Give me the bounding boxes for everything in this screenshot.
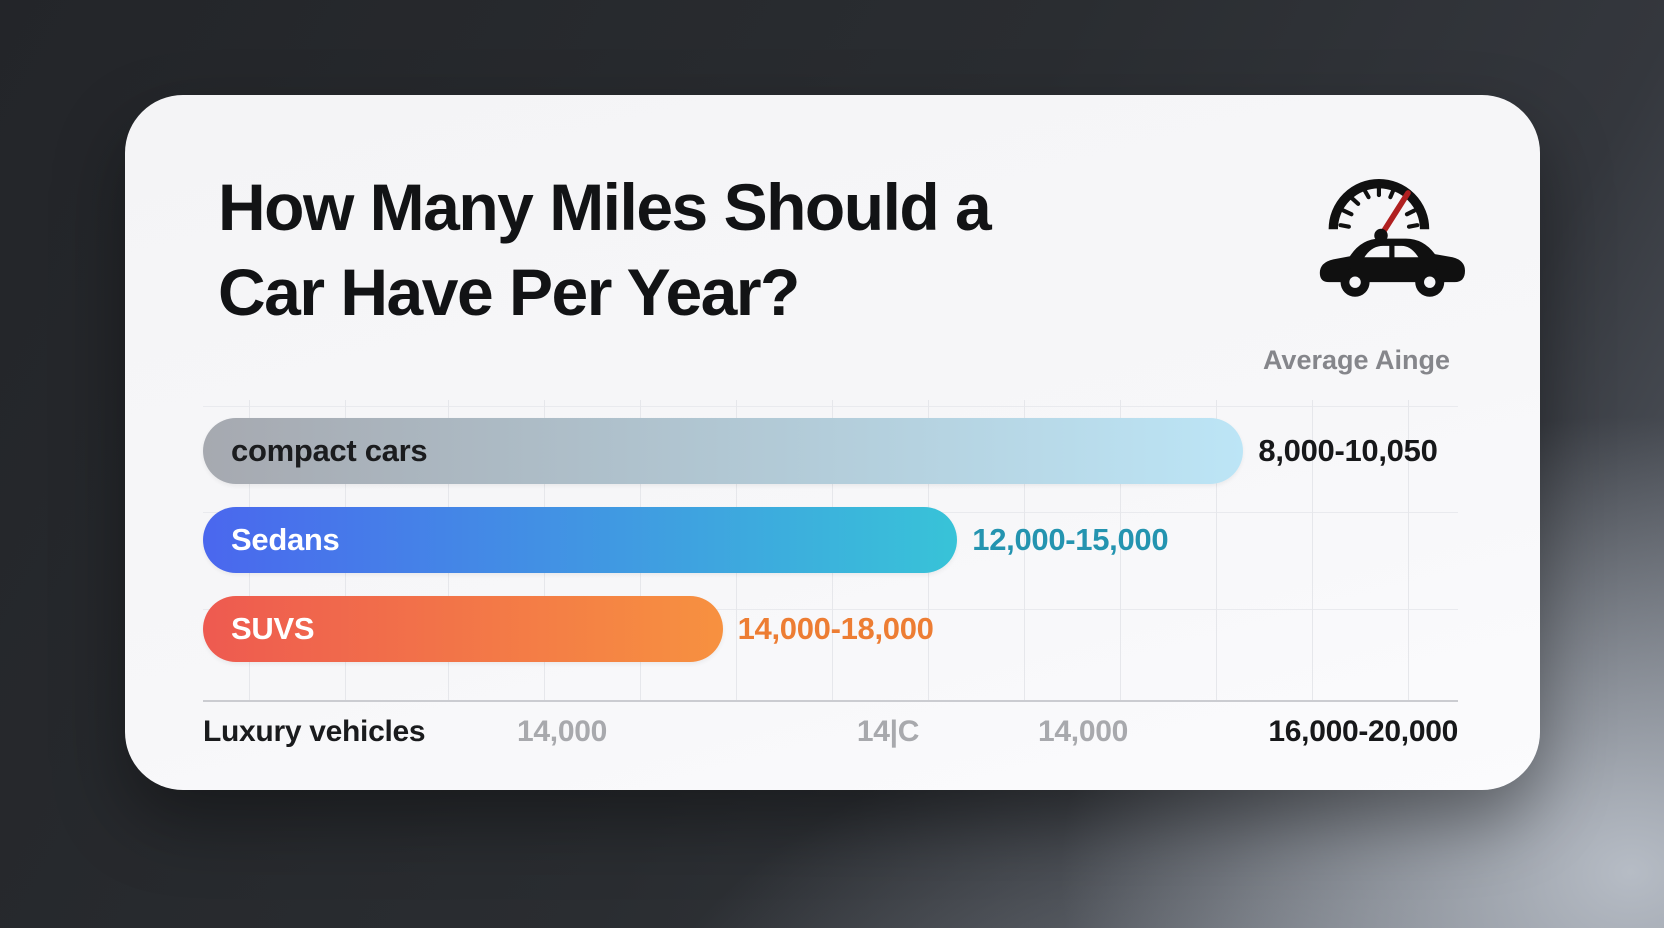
legend-label: Average Ainge [1262, 345, 1450, 375]
bar-value-sedans: 12,000-15,000 [972, 522, 1169, 557]
value-luxury-vehicles: 16,000-20,000 [1268, 715, 1458, 748]
bar-row-sedans: Sedans 12,000-15,000 [203, 507, 1458, 573]
title-line-1: How Many Miles Should a [218, 170, 992, 244]
car-speedometer-icon [1297, 165, 1465, 305]
bar-sedans: Sedans [203, 507, 958, 573]
bar-value-compact-cars: 8,000-10,050 [1258, 433, 1438, 468]
x-tick-label-1: 14,000 [517, 715, 607, 748]
bar-label-sedans: Sedans [231, 522, 340, 557]
bar-row-compact-cars: compact cars 8,000-10,050 [203, 418, 1458, 484]
category-luxury-vehicles: Luxury vehicles [203, 715, 426, 748]
infographic-card: How Many Miles Should a Car Have Per Yea… [125, 95, 1540, 790]
car-speedometer-svg [1319, 179, 1465, 297]
bar-value-suvs: 14,000-18,000 [737, 611, 934, 646]
bar-row-suvs: SUVS 14,000-18,000 [203, 596, 1458, 662]
bar-label-compact-cars: compact cars [231, 433, 428, 468]
bar-label-suvs: SUVS [231, 611, 315, 646]
x-tick-label-2: 14|C [856, 715, 920, 748]
x-tick-label-3: 14,000 [1038, 715, 1128, 748]
bar-suvs: SUVS [203, 596, 723, 662]
title-line-2: Car Have Per Year? [218, 255, 800, 329]
chart-title: How Many Miles Should a Car Have Per Yea… [218, 165, 992, 335]
bar-chart: compact cars 8,000-10,050 Sedans 12,000-… [203, 400, 1458, 702]
x-axis-labels: Luxury vehicles 14,000 14|C 14,000 16,00… [203, 715, 1458, 755]
bar-compact-cars: compact cars [203, 418, 1244, 484]
